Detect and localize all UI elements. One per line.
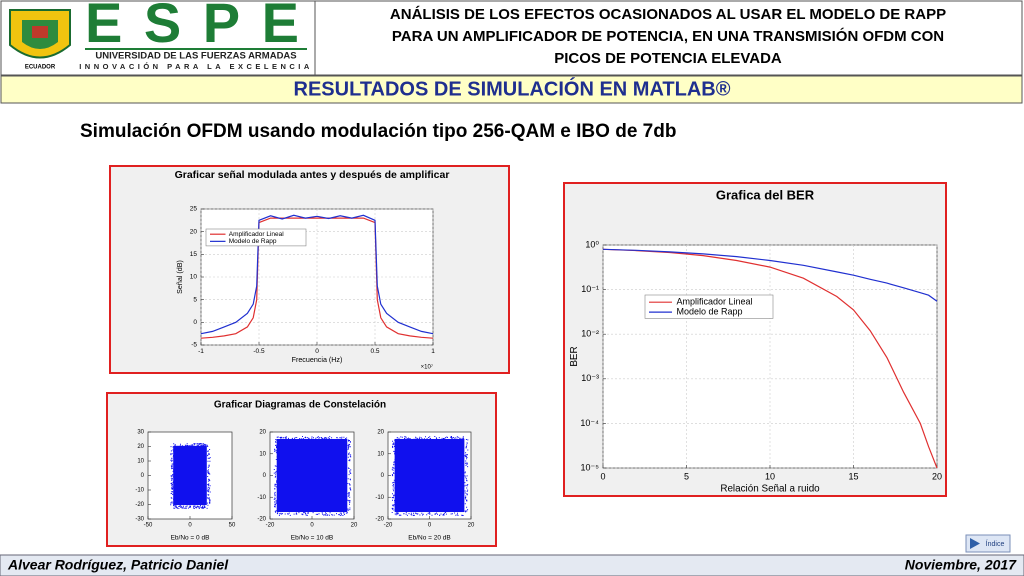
x-tick-label: -1 — [198, 348, 204, 355]
constellation-cloud — [173, 445, 207, 506]
footer-date: Noviembre, 2017 — [905, 557, 1017, 573]
x-tick-label: -0.5 — [253, 348, 265, 355]
y-axis-label: Señal (dB) — [176, 260, 184, 294]
y-tick-label: 0 — [263, 473, 267, 479]
x-tick-label: -50 — [144, 523, 153, 529]
subtitle: Simulación OFDM usando modulación tipo 2… — [80, 121, 676, 142]
index-label[interactable]: Índice — [986, 539, 1005, 548]
y-tick-label: 0 — [193, 319, 197, 326]
legend-label: Modelo de Rapp — [229, 238, 277, 245]
constellation-cloud — [394, 438, 465, 513]
y-tick-label: 10 — [259, 451, 266, 457]
x-tick-label: 0 — [600, 471, 605, 481]
panel-title: Grafica del BER — [716, 187, 815, 202]
x-tick-label: 20 — [468, 523, 475, 529]
y-tick-label: 20 — [137, 444, 144, 450]
x-tick-label: -20 — [266, 523, 275, 529]
x-tick-label: 50 — [229, 523, 236, 529]
y-tick-label: 15 — [190, 251, 198, 258]
x-tick-label: 1 — [431, 348, 435, 355]
y-axis-label: BER — [569, 346, 580, 366]
x-tick-label: 0 — [310, 523, 314, 529]
panel-title: Graficar Diagramas de Constelación — [214, 400, 386, 411]
y-tick-label: -10 — [257, 495, 266, 501]
y-tick-label: 10⁰ — [585, 239, 599, 249]
index-arrow — [970, 538, 980, 549]
series-line — [200, 214, 434, 335]
section-title: RESULTADOS DE SIMULACIÓN EN MATLAB® — [294, 76, 731, 100]
y-tick-label: 10⁻³ — [581, 373, 599, 383]
series-line — [200, 217, 434, 339]
x-tick-label: 0 — [428, 523, 432, 529]
x-tick-label: 0.5 — [370, 348, 379, 355]
legend-box — [644, 294, 774, 319]
motto: INNOVACIÓN PARA LA EXCELENCIA — [79, 62, 313, 71]
logo-rule — [85, 48, 307, 50]
y-tick-label: 30 — [137, 430, 144, 436]
legend-label: Amplificador Lineal — [677, 297, 753, 307]
y-tick-label: 25 — [190, 206, 198, 213]
x-tick-label: 15 — [848, 471, 858, 481]
y-tick-label: -30 — [135, 517, 144, 523]
header — [0, 0, 1023, 76]
x-tick-label: 20 — [351, 523, 358, 529]
x-multiplier: ×10⁷ — [421, 364, 433, 371]
x-tick-label: 0 — [315, 348, 319, 355]
x-tick-label: 20 — [932, 471, 942, 481]
y-tick-label: 10 — [377, 451, 384, 457]
series-line — [602, 248, 938, 302]
y-tick-label: -10 — [375, 495, 384, 501]
logo-detail — [32, 26, 48, 38]
logo-country: ECUADOR — [25, 65, 56, 71]
y-tick-label: 0 — [381, 473, 385, 479]
x-axis-label: Eb/No = 10 dB — [291, 535, 333, 542]
y-tick-label: 10⁻² — [581, 329, 599, 339]
y-tick-label: 10 — [190, 274, 198, 281]
x-tick-label: 5 — [684, 471, 689, 481]
constellation-cloud — [276, 438, 348, 513]
series-line — [602, 248, 938, 469]
x-axis-label: Eb/No = 0 dB — [171, 535, 210, 542]
y-tick-label: 0 — [141, 473, 145, 479]
x-axis-label: Eb/No = 20 dB — [408, 535, 450, 542]
footer-author: Alvear Rodríguez, Patricio Daniel — [7, 557, 229, 573]
y-tick-label: 20 — [190, 228, 198, 235]
x-tick-label: -20 — [384, 523, 393, 529]
y-tick-label: 20 — [259, 430, 266, 436]
legend-label: Modelo de Rapp — [677, 306, 743, 316]
university-name: UNIVERSIDAD DE LAS FUERZAS ARMADAS — [95, 51, 296, 62]
legend-box — [205, 228, 307, 247]
legend-label: Amplificador Lineal — [229, 231, 284, 238]
x-tick-label: 10 — [765, 471, 775, 481]
y-tick-label: -20 — [257, 517, 266, 523]
index-button[interactable] — [965, 534, 1011, 553]
section-bar — [0, 75, 1023, 104]
header-title-line: PARA UN AMPLIFICADOR DE POTENCIA, EN UNA… — [392, 27, 944, 45]
panel-title: Graficar señal modulada antes y después … — [175, 169, 450, 181]
x-tick-label: 0 — [188, 523, 192, 529]
y-tick-label: 10 — [137, 459, 144, 465]
y-tick-label: 5 — [193, 296, 197, 303]
x-axis-label: Frecuencia (Hz) — [292, 356, 343, 364]
y-tick-label: 10⁻⁴ — [580, 418, 599, 428]
y-tick-label: 10⁻¹ — [581, 284, 599, 294]
header-title-line: ANÁLISIS DE LOS EFECTOS OCASIONADOS AL U… — [390, 6, 946, 23]
footer — [0, 554, 1024, 576]
y-tick-label: -20 — [135, 502, 144, 508]
y-tick-label: 20 — [377, 430, 384, 436]
y-tick-label: 10⁻⁵ — [581, 462, 600, 472]
y-tick-label: -5 — [191, 342, 197, 349]
y-tick-label: -20 — [375, 517, 384, 523]
x-axis-label: Relación Señal a ruido — [720, 483, 820, 494]
header-title-line: PICOS DE POTENCIA ELEVADA — [554, 50, 782, 67]
y-tick-label: -10 — [135, 488, 144, 494]
